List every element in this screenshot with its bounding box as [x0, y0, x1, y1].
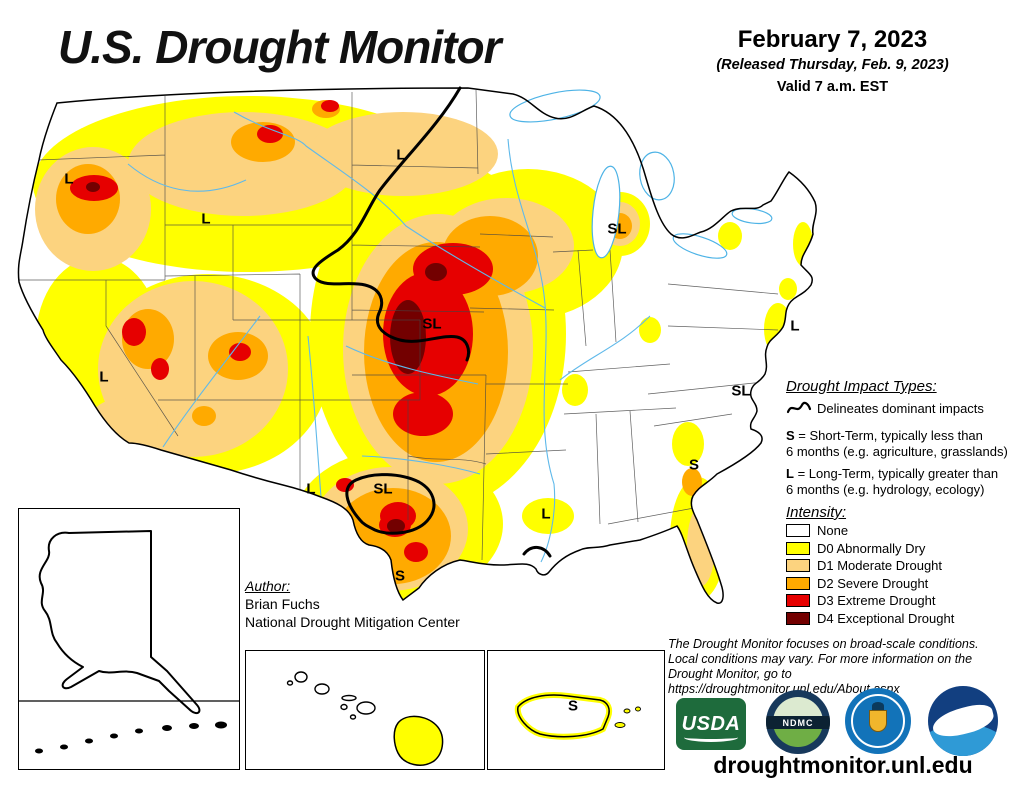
- legend-row: D1 Moderate Drought: [786, 557, 954, 575]
- hawaii-islands: [286, 671, 376, 720]
- legend-row: D3 Extreme Drought: [786, 592, 954, 610]
- long-term-prefix: L: [786, 466, 794, 481]
- impact-types-heading: Drought Impact Types:: [786, 378, 937, 395]
- commerce-shield-icon: [869, 710, 887, 732]
- legend-row: D2 Severe Drought: [786, 575, 954, 593]
- date-block: February 7, 2023 (Released Thursday, Feb…: [660, 26, 1005, 95]
- intensity-legend: None D0 Abnormally Dry D1 Moderate Droug…: [786, 522, 954, 627]
- big-island-d0: [393, 715, 444, 766]
- legend-swatch: [786, 576, 810, 590]
- puerto-rico-outline: [517, 694, 610, 738]
- alaska-outline: [38, 530, 201, 715]
- legend-swatch: [786, 524, 810, 538]
- noaa-logo: [928, 686, 998, 756]
- ndmc-logo-text: NDMC: [782, 717, 814, 728]
- legend-swatch: [786, 559, 810, 573]
- legend-row: D0 Abnormally Dry: [786, 540, 954, 558]
- ndmc-logo-band: NDMC: [766, 716, 830, 729]
- author-org: National Drought Mitigation Center: [245, 614, 460, 630]
- usda-logo: USDA: [676, 698, 746, 750]
- legend-label: D1 Moderate Drought: [817, 558, 943, 574]
- commerce-seal-logo: [845, 688, 911, 754]
- valid-time: Valid 7 a.m. EST: [776, 79, 889, 95]
- legend-label: D4 Exceptional Drought: [817, 610, 955, 626]
- short-term-definition: S = Short-Term, typically less than 6 mo…: [786, 428, 1021, 460]
- ndmc-logo: NDMC: [766, 690, 830, 754]
- conus-map-svg: [17, 86, 817, 604]
- impact-line-icon: [786, 401, 812, 414]
- author-heading: Author:: [245, 578, 291, 594]
- alaska-inset: [18, 508, 240, 770]
- pr-small-islands: [614, 706, 641, 728]
- footer-url: droughtmonitor.unl.edu: [713, 752, 973, 778]
- release-date: (Released Thursday, Feb. 9, 2023): [716, 57, 949, 73]
- delineates-label: Delineates dominant impacts: [817, 400, 984, 416]
- commerce-eagle-icon: [872, 702, 884, 710]
- legend-swatch: [786, 541, 810, 555]
- drought-layer: [19, 89, 813, 601]
- d4-exceptional-drought-areas: [86, 182, 447, 533]
- conus-map: [8, 84, 820, 606]
- map-date: February 7, 2023: [737, 26, 928, 53]
- legend-swatch: [786, 611, 810, 625]
- hawaii-inset: [245, 650, 485, 770]
- usda-logo-text: USDA: [681, 712, 741, 735]
- legend-swatch: [786, 594, 810, 608]
- us-outline: [17, 87, 817, 604]
- delineates-row: Delineates dominant impacts: [786, 400, 984, 416]
- short-term-prefix: S: [786, 428, 795, 443]
- long-term-definition: L = Long-Term, typically greater than 6 …: [786, 466, 1021, 498]
- author-name: Brian Fuchs: [245, 596, 320, 612]
- page-title: U.S. Drought Monitor: [58, 21, 501, 73]
- legend-label: D0 Abnormally Dry: [817, 540, 926, 556]
- legend-label: D2 Severe Drought: [817, 575, 929, 591]
- usda-swoosh-icon: [684, 733, 738, 742]
- hawaii-inset-svg: [286, 671, 444, 766]
- long-term-text: = Long-Term, typically greater than 6 mo…: [786, 466, 999, 497]
- puerto-rico-inset: [487, 650, 665, 770]
- author-block: Author: Brian Fuchs National Drought Mit…: [245, 577, 460, 631]
- disclaimer-text: The Drought Monitor focuses on broad-sca…: [668, 637, 979, 696]
- intensity-heading: Intensity:: [786, 504, 847, 521]
- legend-label: D3 Extreme Drought: [817, 593, 936, 609]
- aleutian-islands: [35, 721, 227, 754]
- impact-boundaries: [311, 86, 552, 558]
- legend-row: D4 Exceptional Drought: [786, 610, 954, 628]
- alaska-inset-svg: [19, 530, 239, 754]
- legend-row: None: [786, 522, 954, 540]
- short-term-text: = Short-Term, typically less than 6 mont…: [786, 428, 1008, 459]
- legend-label: None: [817, 523, 849, 539]
- rivers: [127, 111, 651, 563]
- puerto-rico-inset-svg: [514, 692, 641, 740]
